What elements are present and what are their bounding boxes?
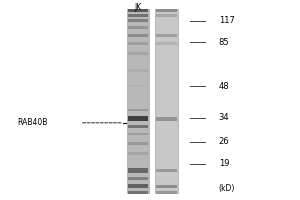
Bar [128, 9, 148, 12]
Bar [128, 168, 148, 173]
Text: 85: 85 [219, 38, 229, 47]
Bar [156, 9, 177, 12]
Bar [128, 26, 148, 29]
Bar [128, 152, 148, 155]
Bar [156, 191, 177, 194]
Text: JK: JK [134, 3, 142, 12]
Bar [128, 191, 148, 194]
Bar [127, 9, 149, 193]
Bar [128, 52, 148, 55]
Bar [156, 185, 177, 188]
Bar [128, 133, 148, 135]
Text: (kD): (kD) [219, 184, 235, 193]
Bar [155, 9, 178, 193]
Bar [128, 116, 148, 121]
Bar [128, 85, 148, 87]
Bar [128, 42, 148, 45]
Bar [156, 34, 177, 37]
Text: 117: 117 [219, 16, 235, 25]
Bar [128, 125, 148, 128]
Text: RAB40B: RAB40B [17, 118, 47, 127]
Bar [156, 169, 177, 172]
Bar [156, 42, 177, 45]
Text: 34: 34 [219, 113, 229, 122]
Bar [128, 34, 148, 37]
Bar [128, 109, 148, 111]
Bar [156, 117, 177, 121]
Bar [128, 19, 148, 22]
Bar [128, 177, 148, 180]
Text: 26: 26 [219, 137, 229, 146]
Bar [128, 184, 148, 188]
Text: 19: 19 [219, 159, 229, 168]
Text: 48: 48 [219, 82, 229, 91]
Bar [156, 14, 177, 17]
Bar [128, 14, 148, 17]
Bar [128, 142, 148, 145]
Bar [128, 69, 148, 72]
